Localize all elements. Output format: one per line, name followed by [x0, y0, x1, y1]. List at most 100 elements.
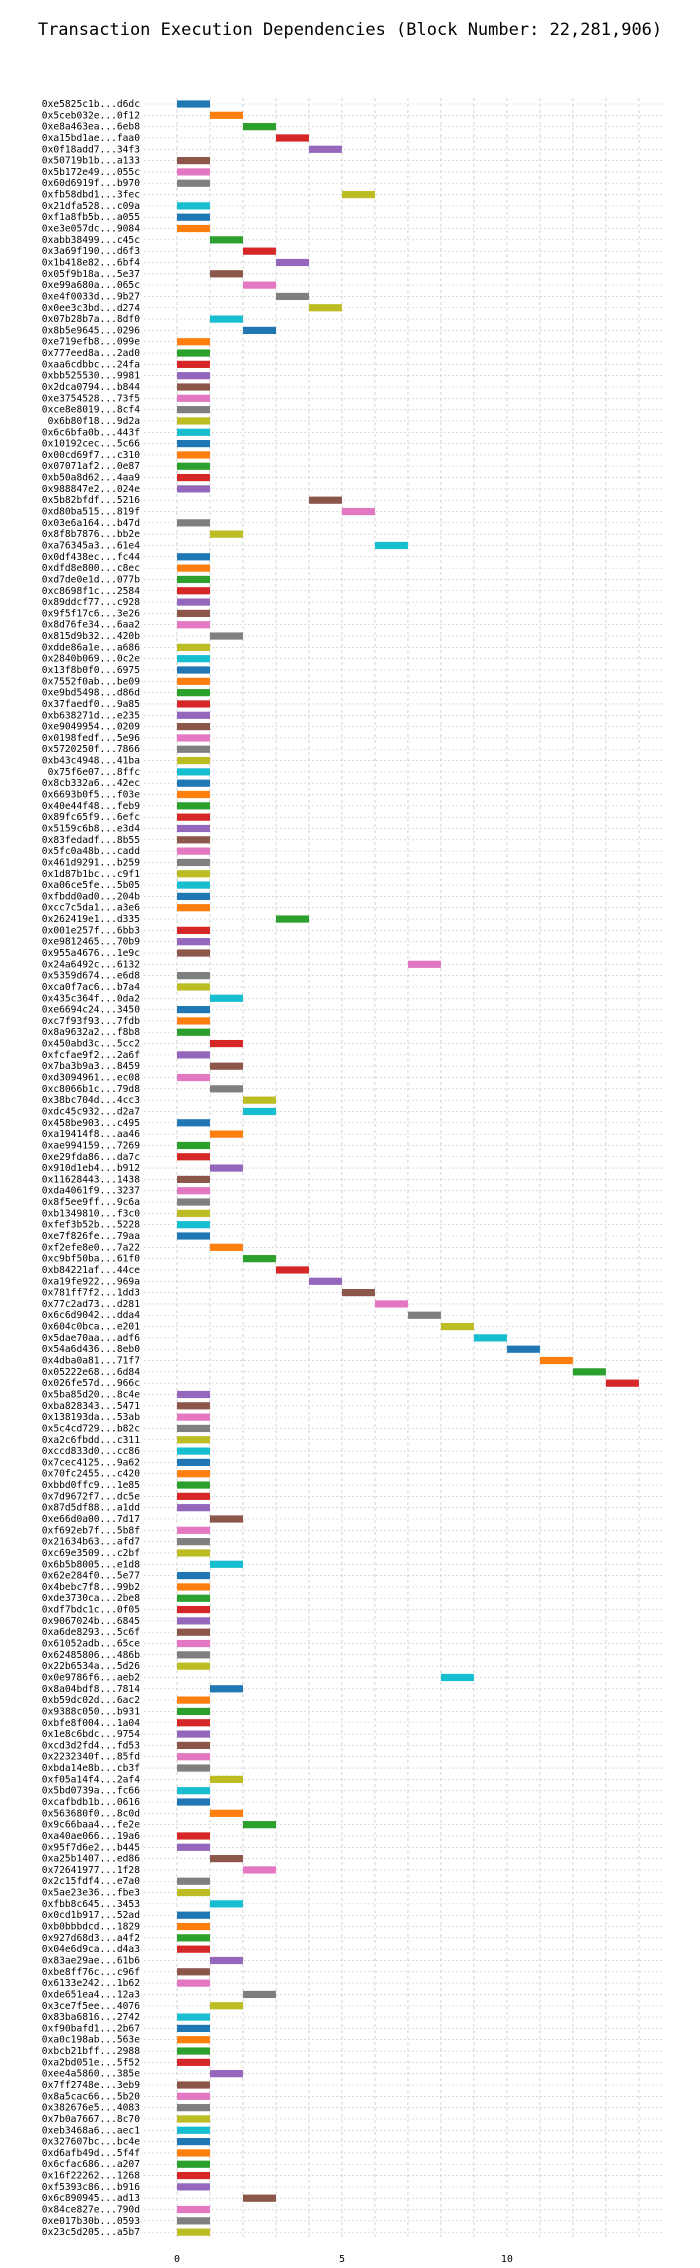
transaction-label: 0x3a69f190...d6f3 — [42, 246, 140, 257]
transaction-bar — [275, 292, 309, 301]
transaction-bar — [209, 2070, 243, 2078]
transaction-bar — [242, 281, 276, 289]
transaction-label: 0xe6694c24...3450 — [42, 1005, 140, 1016]
transaction-bar — [209, 2002, 243, 2010]
transaction-bar — [176, 1877, 210, 1885]
transaction-bar — [209, 1039, 243, 1048]
transaction-bar — [209, 1956, 243, 1965]
transaction-bar — [176, 779, 210, 787]
transaction-bar — [176, 451, 210, 459]
transaction-label: 0x5b172e49...055c — [42, 167, 140, 178]
transaction-bar — [242, 1107, 276, 1116]
transaction-bar — [176, 1719, 210, 1727]
transaction-bar — [176, 1798, 210, 1806]
transaction-bar — [539, 1356, 573, 1365]
transaction-bar — [176, 1017, 210, 1025]
transaction-label: 0x0cd1b917...52ad — [42, 1910, 140, 1921]
transaction-label: 0xdf7bdc1c...0f05 — [42, 1605, 140, 1616]
transaction-bar — [176, 168, 210, 176]
transaction-label: 0xabb38499...c45c — [42, 235, 140, 246]
transaction-label: 0xccd833d0...cc86 — [42, 1446, 140, 1457]
transaction-label: 0x77c2ad73...d281 — [42, 1299, 140, 1310]
transaction-bar — [176, 2104, 210, 2112]
transaction-bar — [176, 2138, 210, 2146]
transaction-label: 0x5dae70aa...adf6 — [42, 1333, 140, 1344]
transaction-label: 0xcafbdb1b...0616 — [42, 1797, 140, 1808]
x-tick-label: 5 — [339, 2254, 345, 2265]
transaction-label: 0x6c6bfa0b...443f — [42, 427, 140, 438]
transaction-label: 0x22b6534a...5d26 — [42, 1661, 140, 1672]
transaction-bar — [176, 1141, 210, 1150]
transaction-bar — [176, 847, 210, 855]
transaction-bar — [176, 485, 210, 493]
transaction-label: 0x0df438ec...fc44 — [42, 552, 140, 563]
transaction-label: 0xb50a8d62...4aa9 — [42, 473, 140, 484]
transaction-label: 0x382676e5...4083 — [42, 2103, 140, 2114]
transaction-bar — [605, 1379, 639, 1387]
transaction-label: 0x62e284f0...5e77 — [42, 1571, 140, 1582]
transaction-label: 0x5c4cd729...b82c — [42, 1423, 140, 1434]
transaction-label: 0x8b5e9645...0296 — [42, 325, 140, 336]
transaction-bar — [341, 1289, 375, 1297]
transaction-label: 0xa2c6fbdd...c311 — [42, 1435, 140, 1446]
transaction-label: 0x37faedf0...9a85 — [42, 699, 140, 710]
transaction-bar — [176, 406, 210, 414]
transaction-bar — [176, 1221, 210, 1229]
transaction-label: 0xda4061f9...3237 — [42, 1186, 140, 1197]
transaction-label: 0x83ba6816...2742 — [42, 2012, 140, 2023]
transaction-bar — [176, 2228, 210, 2236]
transaction-bar — [341, 507, 375, 516]
transaction-bar — [176, 1572, 210, 1580]
transaction-bar — [176, 100, 210, 108]
transaction-label: 0xf692eb7f...5b8f — [42, 1525, 140, 1536]
transaction-bar — [176, 677, 210, 685]
transaction-bar — [176, 1390, 210, 1399]
transaction-bar — [209, 994, 243, 1002]
transaction-label: 0x1b418e82...6bf4 — [42, 257, 140, 268]
transaction-bar — [176, 1232, 210, 1240]
transaction-bar — [242, 1821, 276, 1829]
transaction-bar — [176, 1153, 210, 1161]
transaction-bar — [176, 587, 210, 595]
transaction-bar — [176, 983, 210, 991]
transaction-bar — [473, 1334, 507, 1342]
transaction-bar — [176, 2036, 210, 2044]
transaction-label: 0x9388c050...b931 — [42, 1706, 140, 1717]
transaction-label: 0xfbdd0ad0...204b — [42, 891, 140, 902]
transaction-label: 0xe9bd5498...d86d — [42, 688, 140, 699]
transaction-label: 0x815d9b32...420b — [42, 631, 140, 642]
transaction-bar — [242, 1255, 276, 1263]
transaction-label: 0x604c0bca...e201 — [42, 1322, 140, 1333]
transaction-label: 0x03e6a164...b47d — [42, 518, 140, 529]
transaction-bar — [176, 892, 210, 900]
transaction-bar — [242, 2194, 276, 2202]
transaction-bar — [440, 1322, 474, 1331]
transaction-label: 0x777eed8a...2ad0 — [42, 348, 140, 359]
transaction-bar — [176, 213, 210, 221]
transaction-bar — [209, 1164, 243, 1172]
transaction-bar — [176, 1628, 210, 1636]
transaction-label: 0x89fc65f9...6efc — [42, 812, 140, 823]
transaction-bar — [209, 1243, 243, 1251]
transaction-label: 0x461d9291...b259 — [42, 857, 140, 868]
transaction-label: 0x955a4676...1e9c — [42, 948, 140, 959]
transaction-label: 0xb0bbbdcd...1829 — [42, 1922, 140, 1933]
transaction-bar — [176, 836, 210, 844]
transaction-bar — [176, 1945, 210, 1953]
transaction-label: 0x6693b0f5...f03e — [42, 790, 140, 801]
transaction-label: 0x6133e242...1b62 — [42, 1978, 140, 1989]
transaction-bar — [176, 417, 210, 425]
transaction-bar — [209, 1685, 243, 1693]
chart-title: Transaction Execution Dependencies (Bloc… — [37, 20, 663, 40]
transaction-bar — [506, 1345, 540, 1353]
transaction-label: 0x07071af2...0e87 — [42, 461, 140, 472]
transaction-bar — [176, 858, 210, 867]
transaction-label: 0x21634b63...afd7 — [42, 1537, 140, 1548]
transaction-label: 0x8a5cac66...5b20 — [42, 2091, 140, 2102]
transaction-label: 0x72641977...1f28 — [42, 1865, 140, 1876]
transaction-bar — [275, 915, 309, 923]
transaction-label: 0xbcb21bff...2988 — [42, 2046, 140, 2057]
transaction-label: 0x7552f0ab...be09 — [42, 676, 140, 687]
transaction-label: 0x84ce827e...790d — [42, 2205, 140, 2216]
transaction-label: 0x5fc0a48b...cadd — [42, 846, 140, 857]
